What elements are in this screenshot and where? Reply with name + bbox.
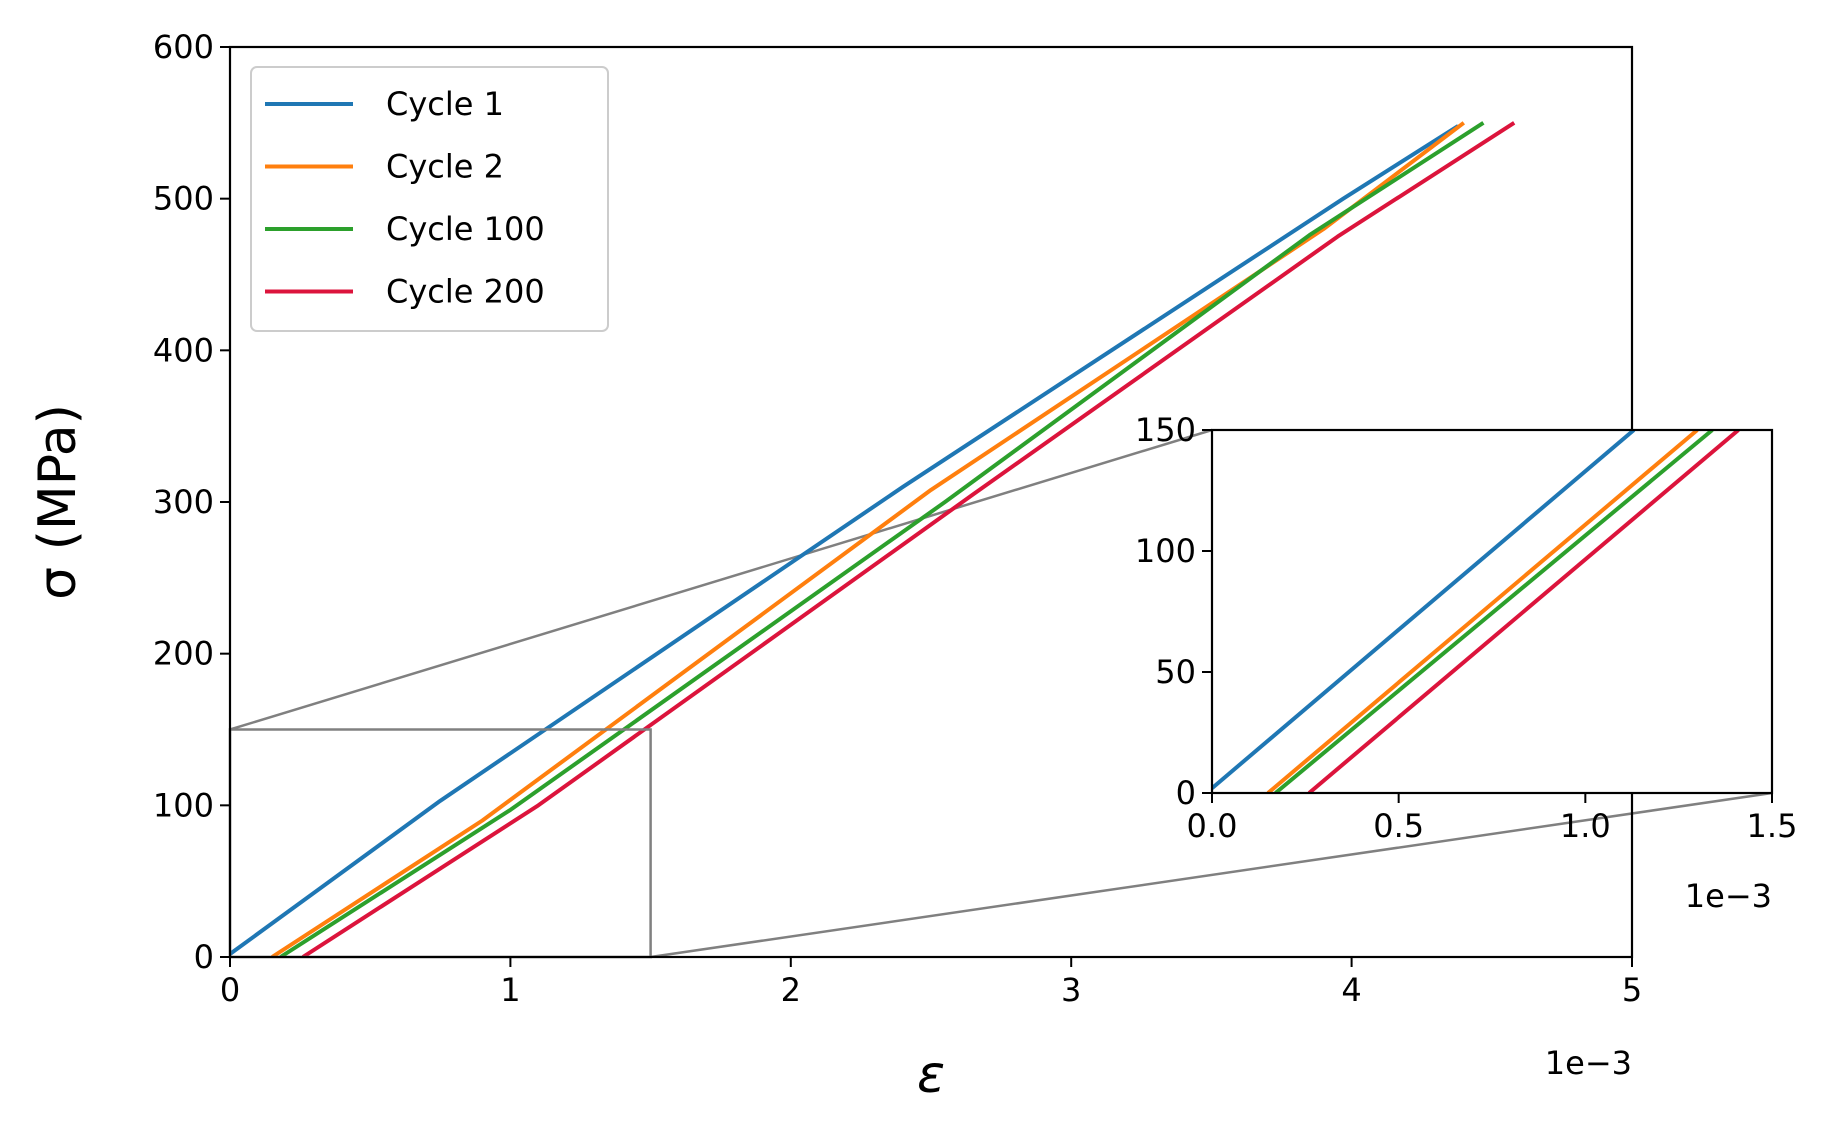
connector-line-top (229, 428, 1213, 731)
legend-label-cycle-2: Cycle 2 (386, 148, 504, 186)
inset-y-tick-label: 50 (1155, 653, 1196, 691)
legend-frame (250, 66, 609, 332)
main-y-tick-label: 0 (194, 938, 214, 976)
legend-label-cycle-1: Cycle 1 (386, 85, 504, 123)
main-line-cycle-200 (301, 121, 1516, 957)
inset-x-offset-label: 1e−3 (1685, 877, 1772, 915)
zoom-connector-lines (229, 428, 1773, 959)
inset-y-tick-label: 0 (1176, 774, 1196, 812)
legend: Cycle 1 Cycle 2 Cycle 100 Cycle 200 (250, 66, 609, 332)
main-line-cycle-100 (279, 121, 1485, 957)
legend-label-cycle-200: Cycle 200 (386, 273, 545, 311)
main-y-tick-label: 500 (153, 180, 214, 218)
inset-plot-frame (1210, 428, 1774, 795)
main-x-tick-label: 1 (500, 971, 520, 1009)
main-series-lines (230, 121, 1516, 957)
legend-label-cycle-100: Cycle 100 (386, 210, 545, 248)
inset-line-cycle-1 (1212, 430, 1636, 790)
main-y-ticks: 0 100 200 300 400 500 600 (153, 28, 230, 976)
inset-x-tick-label: 1.0 (1560, 807, 1611, 845)
main-y-tick-label: 400 (153, 331, 214, 369)
main-x-tick-label: 0 (220, 971, 240, 1009)
inset-x-tick-label: 0.5 (1373, 807, 1424, 845)
zoom-region-box (228, 728, 652, 959)
main-x-tick-label: 2 (781, 971, 801, 1009)
inset-y-tick-label: 100 (1135, 532, 1196, 570)
inset-line-cycle-2 (1266, 430, 1699, 793)
inset-series-lines (1212, 430, 1740, 793)
connector-line-bottom (650, 791, 1773, 959)
main-y-tick-label: 100 (153, 786, 214, 824)
inset-y-ticks: 0 50 100 150 (1135, 411, 1212, 812)
inset-chart: 0.0 0.5 1.0 1.5 0 50 100 150 1e−3 (1135, 411, 1798, 915)
main-y-tick-label: 600 (153, 28, 214, 66)
main-x-ticks: 0 1 2 3 4 5 (220, 957, 1642, 1009)
inset-x-tick-label: 1.5 (1747, 807, 1798, 845)
inset-y-tick-label: 150 (1135, 411, 1196, 449)
main-x-offset-label: 1e−3 (1545, 1044, 1632, 1082)
main-line-cycle-1 (230, 124, 1460, 956)
main-x-axis-title: ε (917, 1045, 945, 1105)
main-x-tick-label: 5 (1622, 971, 1642, 1009)
main-y-tick-label: 300 (153, 483, 214, 521)
inset-line-cycle-100 (1274, 430, 1714, 793)
main-y-tick-label: 200 (153, 635, 214, 673)
main-x-tick-label: 4 (1341, 971, 1361, 1009)
inset-x-tick-label: 0.0 (1187, 807, 1238, 845)
inset-x-ticks: 0.0 0.5 1.0 1.5 (1187, 793, 1798, 845)
main-y-axis-title: σ (MPa) (28, 404, 88, 600)
inset-line-cycle-200 (1307, 430, 1740, 793)
main-x-tick-label: 3 (1061, 971, 1081, 1009)
